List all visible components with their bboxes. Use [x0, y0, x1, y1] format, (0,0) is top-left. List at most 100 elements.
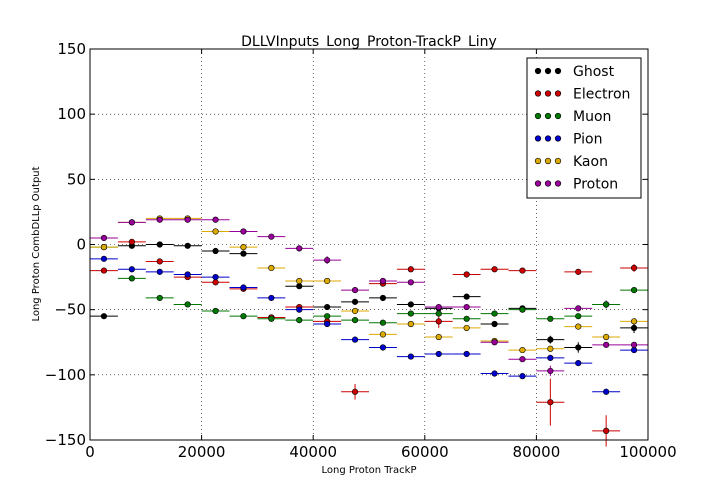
muon-point [156, 294, 163, 302]
ghost-point [296, 283, 303, 290]
pion-point [296, 306, 303, 313]
ghost-point [184, 242, 191, 249]
x-tick-label: 80000 [513, 443, 561, 461]
ghost-point [156, 241, 163, 248]
electron-point [463, 271, 470, 278]
proton-point [463, 303, 470, 311]
legend-entries: Ghost Electron Muon Pion Kaon Proton [534, 64, 630, 193]
electron-point [547, 399, 554, 406]
kaon-point [240, 244, 247, 251]
muon-point [351, 316, 359, 324]
proton-point [407, 279, 414, 286]
legend-label-kaon: Kaon [573, 154, 608, 170]
ghost-point [351, 298, 359, 305]
proton-point [324, 257, 331, 264]
legend-marker-pion [544, 135, 552, 142]
muon-point [212, 307, 219, 315]
kaon-point [547, 345, 554, 352]
pion-point [156, 268, 163, 275]
y-axis-label: Long Proton CombDLLp Output [31, 166, 42, 321]
y-tick-label: −150 [45, 431, 86, 449]
legend-label-pion: Pion [573, 132, 602, 148]
ghost-point [379, 294, 387, 302]
proton-point [547, 367, 554, 375]
pion-point [212, 273, 219, 281]
electron-point [407, 266, 414, 273]
kaon-point [603, 333, 610, 341]
muon-point [268, 315, 275, 322]
legend-label-muon: Muon [573, 109, 611, 125]
kaon-point [575, 323, 582, 330]
pion-point [603, 388, 610, 395]
axis-ticks: 0 20000 40000 60000 80000 100000 −150 −100 −50 0 5… [45, 40, 677, 461]
legend: Ghost Electron Muon Pion Kaon Proton [526, 57, 642, 199]
legend-marker-electron [554, 90, 562, 97]
legend-marker-ghost [544, 67, 552, 75]
legend-marker-muon [534, 112, 542, 120]
y-tick-label: 150 [57, 40, 86, 58]
pion-point [100, 255, 108, 262]
pion-point [379, 344, 387, 351]
series-muon [90, 244, 648, 326]
electron-point [212, 279, 219, 286]
kaon-point [379, 331, 387, 338]
kaon-point [100, 244, 108, 251]
legend-marker-muon [544, 112, 552, 120]
proton-point [156, 216, 163, 223]
legend-marker-pion [554, 135, 562, 142]
kaon-point [463, 324, 470, 332]
muon-point [324, 313, 331, 320]
muon-point [519, 306, 526, 313]
legend-marker-proton [534, 180, 542, 187]
proton-point [184, 216, 191, 223]
muon-point [603, 301, 610, 308]
electron-point [519, 267, 526, 274]
ghost-point [491, 320, 498, 328]
proton-point [128, 219, 135, 226]
electron-point [435, 318, 442, 325]
ghost-point [240, 250, 247, 257]
kaon-point [324, 277, 331, 285]
legend-marker-kaon [534, 157, 542, 165]
electron-point [128, 238, 135, 245]
pion-point [491, 370, 498, 377]
proton-point [296, 245, 303, 252]
x-tick-label: 100000 [619, 443, 676, 461]
kaon-point [351, 307, 359, 315]
muon-point [240, 313, 247, 320]
muon-point [630, 287, 638, 294]
muon-point [463, 315, 470, 322]
legend-marker-proton [554, 180, 562, 187]
legend-marker-electron [544, 90, 552, 97]
x-tick-label: 0 [85, 443, 95, 461]
legend-label-electron: Electron [573, 87, 630, 103]
electron-point [156, 258, 163, 265]
proton-point [212, 216, 219, 223]
proton-point [100, 234, 108, 242]
proton-point [379, 277, 387, 285]
proton-point [240, 228, 247, 235]
legend-label-proton: Proton [573, 177, 618, 193]
kaon-point [212, 228, 219, 235]
muon-point [547, 315, 554, 322]
muon-point [379, 319, 387, 326]
y-tick-label: −100 [45, 366, 86, 384]
pion-point [240, 284, 247, 291]
proton-point [630, 341, 638, 348]
legend-marker-ghost [554, 67, 562, 75]
y-tick-label: 100 [57, 105, 86, 123]
series-proton [90, 216, 648, 377]
pion-point [575, 360, 582, 367]
proton-point [575, 305, 582, 312]
legend-box [526, 57, 642, 199]
proton-point [351, 287, 359, 294]
pion-point [435, 350, 442, 358]
ghost-point [100, 313, 108, 320]
ghost-point [575, 344, 582, 351]
electron-point [630, 264, 638, 272]
muon-point [575, 313, 582, 320]
legend-marker-kaon [554, 157, 562, 165]
muon-point [491, 310, 498, 317]
kaon-point [296, 277, 303, 285]
muon-point [184, 301, 191, 308]
